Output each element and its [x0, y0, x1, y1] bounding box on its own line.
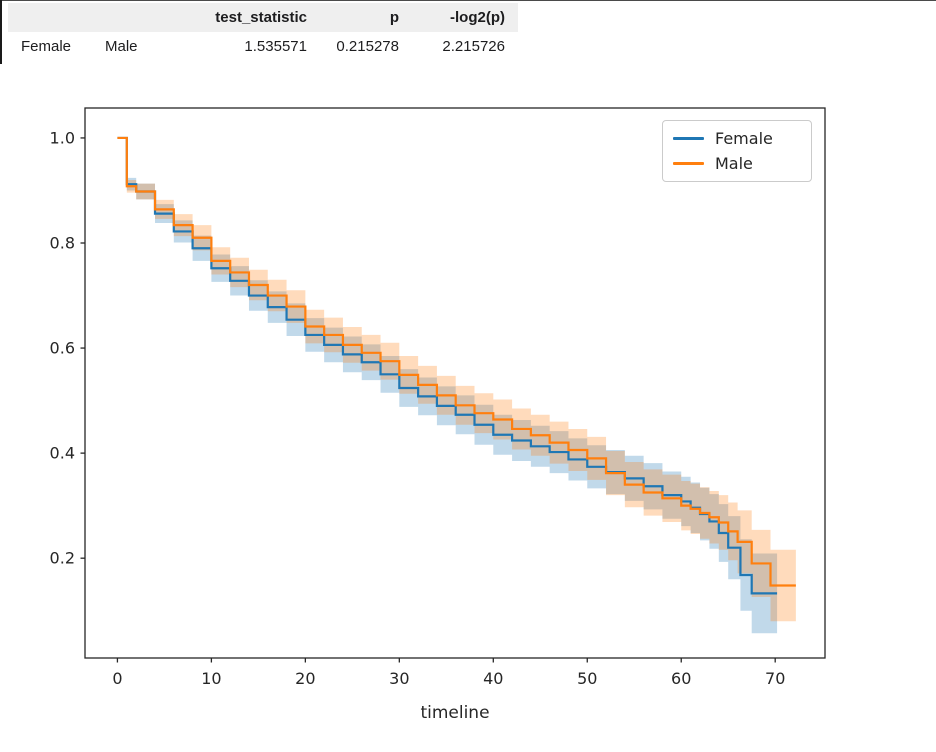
y-tick-label: 0.4 — [50, 444, 75, 463]
value-cell-p: 0.215278 — [336, 38, 399, 55]
table-header-row: test_statistic p -log2(p) — [8, 3, 518, 32]
y-tick-label: 1.0 — [50, 128, 75, 147]
legend-line-swatch-male — [673, 161, 704, 165]
x-tick-label: 30 — [389, 669, 409, 688]
chart-legend: Female Male — [662, 120, 812, 182]
index-cell-group-a: Female — [21, 38, 72, 55]
legend-label-female: Female — [715, 129, 773, 149]
index-header-cell — [92, 3, 176, 32]
x-tick-label: 0 — [112, 669, 122, 688]
ci-band-male — [117, 137, 796, 622]
axes-frame — [84, 107, 826, 659]
legend-item-male: Male — [673, 154, 801, 173]
legend-item-female: Female — [673, 129, 801, 148]
value-cell-test-statistic: 1.535571 — [244, 38, 307, 55]
x-tick-label: 20 — [295, 669, 315, 688]
table-row: Female Male 1.535571 0.215278 2.215726 — [8, 32, 518, 61]
y-tick-label: 0.6 — [50, 339, 75, 358]
x-tick-label: 40 — [483, 669, 503, 688]
screenshot-top-edge — [0, 0, 936, 1]
x-tick-label: 60 — [671, 669, 691, 688]
x-tick-label: 10 — [201, 669, 221, 688]
x-tick-label: 70 — [765, 669, 785, 688]
survival-curve-female — [117, 136, 778, 595]
y-tick-label: 0.8 — [50, 234, 75, 253]
survival-curve-male — [117, 136, 796, 587]
x-tick-label: 50 — [577, 669, 597, 688]
value-cell-log2p: 2.215726 — [442, 38, 505, 55]
column-header-log2p: -log2(p) — [412, 3, 518, 32]
legend-line-swatch-female — [673, 137, 704, 141]
x-axis-label: timeline — [420, 703, 489, 723]
screenshot-left-edge — [0, 0, 2, 64]
column-header-p: p — [320, 3, 412, 32]
y-tick-label: 0.2 — [50, 549, 75, 568]
index-cell-group-b: Male — [105, 38, 138, 55]
legend-label-male: Male — [715, 153, 753, 173]
index-header-cell — [8, 3, 92, 32]
column-header-test-statistic: test_statistic — [176, 3, 320, 32]
logrank-test-summary-table: test_statistic p -log2(p) Female Male 1.… — [8, 3, 518, 61]
